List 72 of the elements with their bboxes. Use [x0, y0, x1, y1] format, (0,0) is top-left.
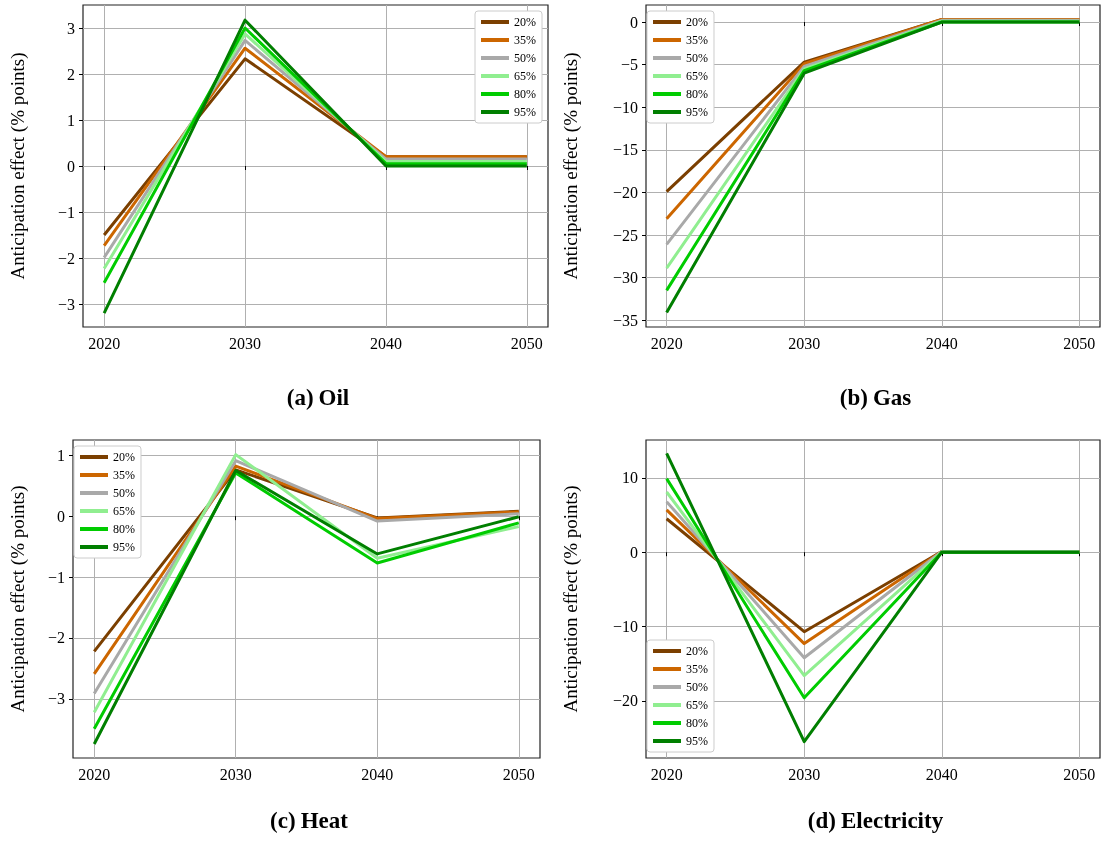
x-tick-label: 2030 — [219, 765, 252, 783]
y-tick-label: −20 — [612, 692, 638, 710]
y-tick-label: 2 — [67, 65, 75, 83]
y-tick-label: −20 — [612, 183, 638, 201]
y-axis-title: Anticipation effect (% points) — [7, 52, 29, 280]
y-tick-label: −30 — [612, 269, 638, 287]
legend-label: 35% — [113, 468, 135, 482]
legend-label: 20% — [686, 15, 708, 29]
legend-label: 80% — [686, 87, 708, 101]
y-tick-label: −3 — [57, 295, 75, 313]
y-tick-label: 0 — [630, 13, 638, 31]
legend-label: 20% — [113, 450, 135, 464]
y-tick-label: −25 — [612, 226, 638, 244]
legend-label: 95% — [514, 105, 536, 119]
y-tick-label: 1 — [67, 111, 75, 129]
legend-label: 50% — [113, 486, 135, 500]
y-tick-label: 3 — [67, 19, 75, 37]
text: (d) Electricity — [807, 808, 944, 833]
legend-label: 65% — [514, 69, 536, 83]
legend-label: 65% — [113, 504, 135, 518]
x-tick-label: 2020 — [78, 765, 111, 783]
y-tick-label: 10 — [622, 469, 638, 487]
y-tick-label: −10 — [612, 617, 638, 635]
y-tick-label: −3 — [47, 690, 65, 708]
y-axis-title: Anticipation effect (% points) — [560, 485, 582, 713]
y-tick-label: −35 — [612, 311, 638, 329]
legend-label: 65% — [686, 69, 708, 83]
y-tick-label: −5 — [620, 56, 638, 74]
y-axis-title: Anticipation effect (% points) — [560, 52, 582, 280]
x-tick-label: 2020 — [88, 334, 121, 352]
y-tick-label: −10 — [612, 98, 638, 116]
legend-label: 95% — [686, 734, 708, 748]
legend-label: 50% — [686, 680, 708, 694]
x-tick-label: 2040 — [361, 765, 394, 783]
legend-label: 35% — [686, 662, 708, 676]
y-tick-label: 0 — [67, 157, 75, 175]
x-tick-label: 2040 — [925, 334, 958, 352]
x-tick-label: 2050 — [510, 334, 543, 352]
legend-label: 50% — [686, 51, 708, 65]
x-tick-label: 2030 — [788, 765, 821, 783]
legend-label: 20% — [514, 15, 536, 29]
legend-label: 35% — [686, 33, 708, 47]
legend-label: 80% — [514, 87, 536, 101]
legend-label: 95% — [113, 540, 135, 554]
x-tick-label: 2030 — [788, 334, 821, 352]
x-tick-label: 2030 — [229, 334, 262, 352]
y-axis-title: Anticipation effect (% points) — [7, 485, 29, 713]
legend-label: 35% — [514, 33, 536, 47]
y-tick-label: 0 — [630, 543, 638, 561]
y-tick-label: −1 — [47, 568, 65, 586]
x-tick-label: 2040 — [369, 334, 402, 352]
y-tick-label: −15 — [612, 141, 638, 159]
x-tick-label: 2020 — [650, 334, 683, 352]
legend-label: 50% — [514, 51, 536, 65]
y-tick-label: −2 — [57, 249, 75, 267]
legend-label: 80% — [113, 522, 135, 536]
x-tick-label: 2050 — [502, 765, 535, 783]
y-tick-label: −2 — [47, 629, 65, 647]
x-tick-label: 2040 — [925, 765, 958, 783]
text: (c) Heat — [270, 808, 349, 833]
legend-label: 20% — [686, 644, 708, 658]
y-tick-label: −1 — [57, 203, 75, 221]
text: (b) Gas — [839, 385, 912, 410]
y-tick-label: 0 — [57, 507, 65, 525]
x-tick-label: 2020 — [650, 765, 683, 783]
legend-label: 80% — [686, 716, 708, 730]
y-tick-label: 1 — [57, 446, 65, 464]
x-tick-label: 2050 — [1063, 765, 1096, 783]
legend-label: 95% — [686, 105, 708, 119]
legend-label: 65% — [686, 698, 708, 712]
x-tick-label: 2050 — [1063, 334, 1096, 352]
text: (a) Oil — [286, 385, 350, 410]
